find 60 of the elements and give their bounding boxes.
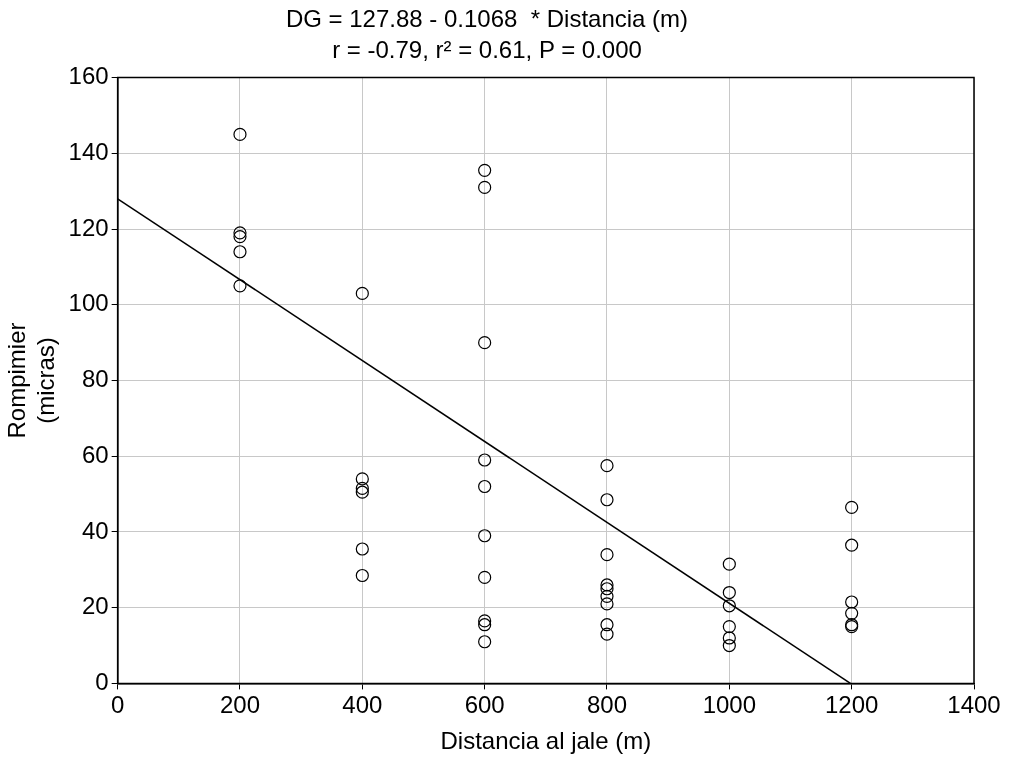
point [233,279,247,293]
point [355,542,369,556]
point [233,127,247,141]
point [600,578,614,592]
point [722,620,736,634]
point [478,479,492,494]
point [355,568,369,583]
point [722,631,736,645]
point [355,286,369,301]
x-tick-label: 1200 [824,691,879,719]
point [355,472,369,486]
point [600,589,614,603]
y-tick-label: 160 [68,62,109,90]
y-tick-label: 40 [81,516,109,544]
x-tick-label: 800 [586,691,628,719]
point [722,557,736,571]
y-tick-label: 20 [81,592,109,620]
point [355,485,369,499]
point [600,582,614,596]
point [233,230,247,244]
point [478,180,492,194]
point [478,635,492,649]
point [233,226,247,240]
point [722,585,736,600]
point [600,597,614,611]
x-tick-label: 400 [342,691,383,719]
y-axis-title: Rompimier (micras) [3,322,59,439]
point [600,459,614,473]
point [845,538,859,552]
x-tick-label: 600 [464,691,505,719]
y-tick-label: 0 [95,668,109,696]
y-tick-label: 80 [81,365,109,393]
x-tick-label: 200 [219,691,260,719]
point [478,453,492,467]
chart-subtitle: r = -0.79, r² = 0.61, P = 0.000 [332,35,642,63]
y-tick-label: 60 [81,440,109,468]
point [355,481,369,496]
x-tick-label: 1400 [947,691,1001,719]
point [600,493,614,507]
point [845,606,859,620]
point [478,614,492,628]
point [845,595,859,609]
point [600,618,614,632]
point [478,618,492,632]
x-tick-label: 1000 [702,691,757,719]
x-axis-title: Distancia al jale (m) [440,727,652,755]
point [478,570,492,584]
point [845,500,859,514]
point [600,627,614,641]
point [478,529,492,543]
point [722,638,736,653]
y-tick-label: 100 [68,289,109,317]
point [233,245,247,259]
chart-title: DG = 127.88 - 0.1068 * Distancia (m) [285,5,689,33]
point [722,599,736,613]
point [478,163,492,177]
point [600,548,614,562]
y-tick-label: 140 [68,137,109,165]
point [478,336,492,350]
y-tick-label: 120 [68,213,109,241]
